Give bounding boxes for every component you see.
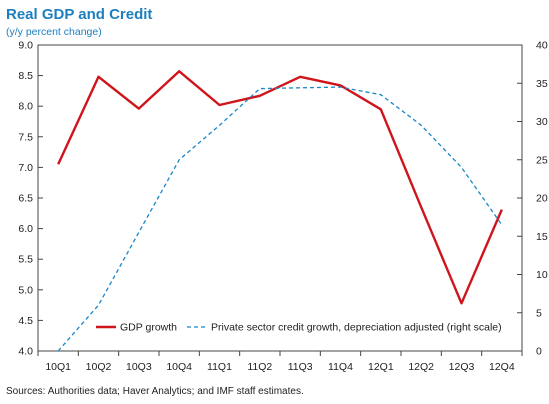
plot-frame xyxy=(37,44,523,352)
right-axis-tick-label: 35 xyxy=(536,78,548,90)
x-axis-tick-label: 11Q4 xyxy=(328,361,353,373)
left-axis-tick-label: 8.0 xyxy=(18,101,33,113)
x-axis-tick-label: 12Q4 xyxy=(489,361,515,373)
left-axis-tick-label: 7.0 xyxy=(18,162,33,174)
chart-legend: GDP growth Private sector credit growth, … xyxy=(96,322,502,334)
right-axis-tick-label: 5 xyxy=(536,307,542,319)
right-axis-tick-label: 25 xyxy=(536,154,548,166)
right-axis-tick-label: 20 xyxy=(536,193,548,205)
left-axis-tick-label: 4.5 xyxy=(18,315,33,327)
x-axis-tick-label: 12Q1 xyxy=(368,361,394,373)
legend-label: Private sector credit growth, depreciati… xyxy=(211,322,502,334)
right-axis-tick-label: 0 xyxy=(536,346,542,358)
left-axis-tick-label: 7.5 xyxy=(18,131,33,143)
left-axis-tick-label: 5.0 xyxy=(18,284,33,296)
x-axis-tick-label: 10Q2 xyxy=(86,361,112,373)
source-note: Sources: Authorities data; Haver Analyti… xyxy=(6,386,304,397)
x-axis-tick-label: 12Q3 xyxy=(449,361,475,373)
legend-label: GDP growth xyxy=(120,322,177,334)
x-axis-tick-label: 10Q3 xyxy=(126,361,152,373)
right-axis-tick-label: 40 xyxy=(536,40,548,52)
left-axis-tick-label: 5.5 xyxy=(18,254,33,266)
left-axis-tick-label: 4.0 xyxy=(18,346,33,358)
x-axis-tick-label: 12Q2 xyxy=(408,361,434,373)
x-axis-tick-label: 10Q4 xyxy=(166,361,192,373)
right-axis-tick-label: 15 xyxy=(536,231,548,243)
left-axis-tick-label: 9.0 xyxy=(18,40,33,52)
chart-title: Real GDP and Credit xyxy=(6,6,153,23)
left-axis-tick-label: 8.5 xyxy=(18,70,33,82)
chart-subtitle: (y/y percent change) xyxy=(6,26,102,38)
x-axis-tick-label: 11Q3 xyxy=(288,361,313,373)
left-axis-tick-label: 6.0 xyxy=(18,223,33,235)
left-axis-tick-label: 6.5 xyxy=(18,193,33,205)
right-axis-tick-label: 30 xyxy=(536,116,548,128)
x-axis-tick-label: 11Q2 xyxy=(247,361,272,373)
x-axis-tick-label: 11Q1 xyxy=(207,361,232,373)
x-axis-tick-label: 10Q1 xyxy=(45,361,71,373)
credit-growth-line xyxy=(57,86,503,352)
gdp-growth-line xyxy=(57,70,503,305)
right-axis-tick-label: 10 xyxy=(536,269,548,281)
